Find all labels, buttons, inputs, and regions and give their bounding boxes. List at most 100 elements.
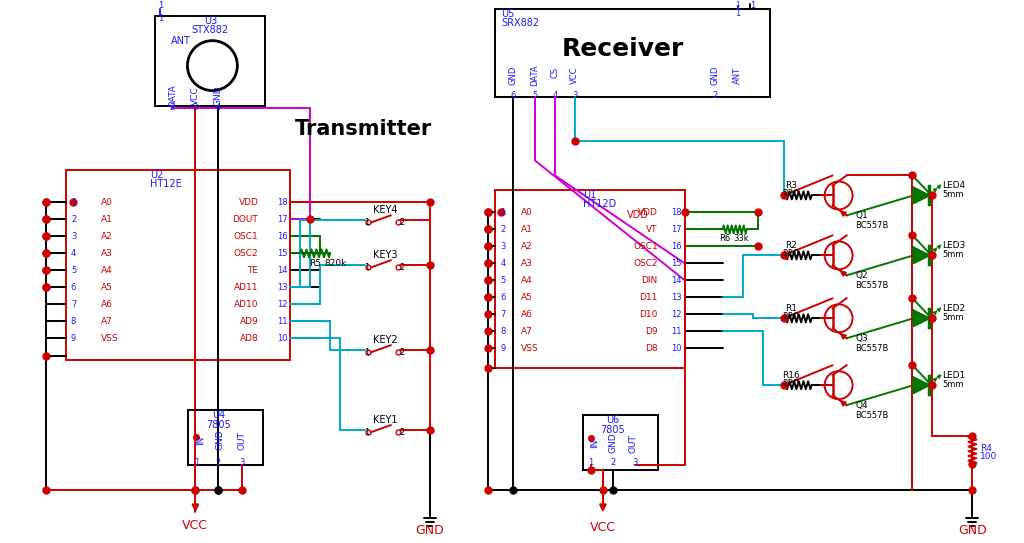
Text: VCC: VCC [590,521,615,534]
Text: VDD: VDD [638,208,657,217]
Text: VCC: VCC [182,519,209,532]
Text: A5: A5 [521,293,532,302]
Text: GND: GND [214,85,223,106]
Text: A2: A2 [100,232,113,241]
Text: 5: 5 [501,276,506,285]
Text: OSC2: OSC2 [233,249,258,258]
Text: 2: 2 [170,103,175,112]
Text: 13: 13 [672,293,682,302]
Text: A2: A2 [521,242,532,251]
Text: 4: 4 [501,259,506,268]
Text: A4: A4 [521,276,532,285]
Text: KEY2: KEY2 [373,335,397,345]
Text: LED4: LED4 [942,181,966,190]
Text: 9: 9 [501,344,506,353]
Text: 18: 18 [276,198,288,207]
Text: 220: 220 [782,312,799,321]
Text: BC557B: BC557B [856,344,889,353]
Text: A3: A3 [100,249,113,258]
Text: 1: 1 [365,428,370,437]
Text: 8: 8 [71,317,76,326]
Text: Transmitter: Transmitter [295,118,432,138]
Text: R1: R1 [784,304,797,313]
Text: 12: 12 [672,310,682,319]
Text: A7: A7 [521,327,532,336]
Text: OUT: OUT [629,434,637,452]
Text: KEY3: KEY3 [373,250,397,260]
Text: 3: 3 [71,232,76,241]
Text: GND: GND [958,523,987,536]
Text: 9: 9 [71,334,76,343]
Text: D8: D8 [645,344,657,353]
Text: D11: D11 [639,293,657,302]
Text: 7: 7 [501,310,506,319]
Text: A1: A1 [100,215,113,224]
Text: KEY4: KEY4 [373,205,397,216]
Text: U3: U3 [204,16,217,26]
Text: GND: GND [509,66,517,85]
Text: GND: GND [711,66,719,85]
Text: 2: 2 [399,428,404,437]
Text: 10: 10 [672,344,682,353]
Text: IN: IN [196,435,205,445]
Text: 1: 1 [750,1,756,10]
Text: 13: 13 [276,283,288,292]
Text: A0: A0 [100,198,113,207]
Text: 220: 220 [782,189,799,198]
Text: 4: 4 [216,103,221,112]
Text: 33k: 33k [733,234,749,243]
Text: U6: U6 [606,415,620,425]
Text: 1: 1 [588,458,594,466]
Text: 6: 6 [501,293,506,302]
Text: VT: VT [646,225,657,234]
Text: Q3: Q3 [856,334,868,343]
Text: VCC: VCC [570,67,580,84]
Text: STX882: STX882 [191,24,229,35]
Text: GND: GND [216,430,225,451]
Text: 15: 15 [672,259,682,268]
Text: 3: 3 [240,458,245,466]
Text: 220: 220 [782,378,799,388]
Text: 3: 3 [572,91,578,100]
Text: 220: 220 [782,249,799,258]
Text: 7: 7 [71,300,76,309]
Text: AD8: AD8 [240,334,258,343]
Text: GND: GND [416,523,444,536]
Text: Receiver: Receiver [562,36,684,61]
Text: 2: 2 [399,348,404,357]
Text: A5: A5 [100,283,113,292]
Text: D9: D9 [645,327,657,336]
Text: R4: R4 [980,444,992,453]
Text: U1: U1 [583,191,596,200]
Text: 2: 2 [399,263,404,272]
Text: AD9: AD9 [240,317,258,326]
Text: 1: 1 [501,208,506,217]
Text: Q2: Q2 [856,271,868,280]
Text: KEY1: KEY1 [373,415,397,425]
Text: BC557B: BC557B [856,411,889,420]
Text: Q1: Q1 [856,211,868,220]
Text: 3: 3 [193,103,198,112]
Text: HT12D: HT12D [583,199,616,210]
Text: 3: 3 [632,458,638,466]
Text: 1: 1 [735,9,740,18]
Bar [188,410,263,465]
Text: LED3: LED3 [942,241,966,250]
Text: TE: TE [248,266,258,275]
Text: 12: 12 [278,300,288,309]
Text: 100: 100 [980,452,997,460]
Text: 4: 4 [71,249,76,258]
Text: OUT: OUT [238,431,247,450]
Text: R6: R6 [719,234,730,243]
Text: DATA: DATA [530,65,540,86]
Text: DOUT: DOUT [232,215,258,224]
Text: 1: 1 [365,263,370,272]
Text: OSC1: OSC1 [233,232,258,241]
Text: R16: R16 [781,371,800,380]
Text: 2: 2 [216,458,221,466]
Text: LED2: LED2 [942,304,966,313]
Text: HT12E: HT12E [151,179,182,190]
Bar [495,191,685,368]
Text: 10: 10 [278,334,288,343]
Text: A0: A0 [521,208,532,217]
